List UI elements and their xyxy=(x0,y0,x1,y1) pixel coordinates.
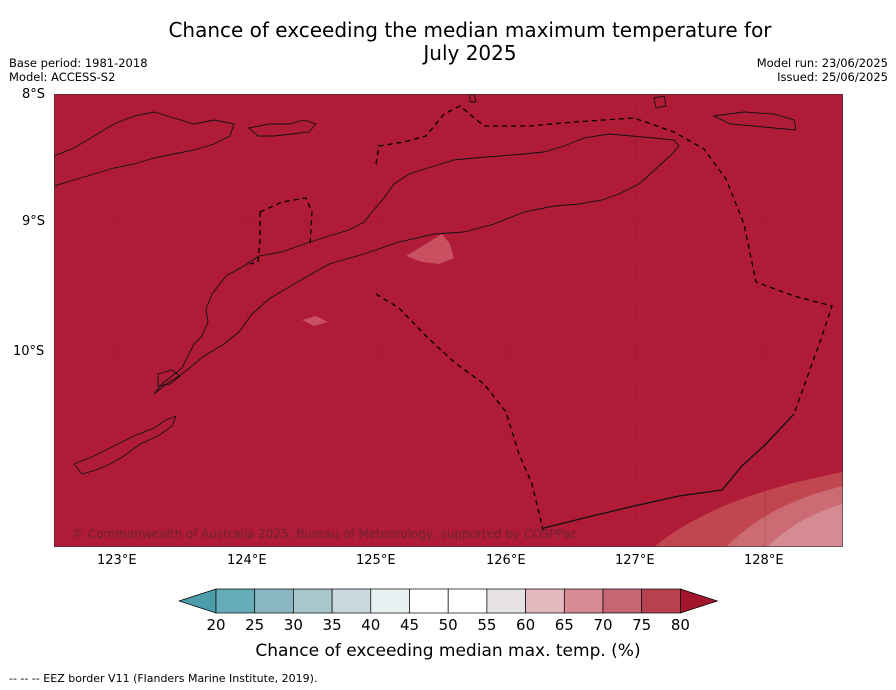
northern-island-west xyxy=(54,111,235,187)
light-patch-west xyxy=(302,316,328,326)
issued-text: Issued: 25/06/2025 xyxy=(777,70,888,84)
copyright-text: © Commonwealth of Australia 2025, Bureau… xyxy=(72,527,577,541)
eez-border-south-timor xyxy=(375,293,545,535)
eez-border-oecusse-west xyxy=(249,212,261,265)
colorbar-label: Chance of exceeding median max. temp. (%… xyxy=(255,641,641,661)
colorbar-extend-low xyxy=(178,588,217,614)
map-frame xyxy=(54,94,843,547)
northern-island-east xyxy=(712,111,797,131)
colorbar-ticks: 20 25 30 35 40 45 50 55 60 65 70 75 80 xyxy=(206,616,689,634)
colorbar-tick-55: 55 xyxy=(477,616,496,634)
colorbar-tick-20: 20 xyxy=(206,616,225,634)
model-text: Model: ACCESS-S2 xyxy=(9,70,116,84)
eez-border-east xyxy=(375,105,833,415)
light-patch-timor xyxy=(406,234,454,264)
base-period-text: Base period: 1981-2018 xyxy=(9,56,148,70)
colorbar-tick-25: 25 xyxy=(245,616,264,634)
lat-label-8s: 8°S xyxy=(22,87,46,102)
colorbar-tick-45: 45 xyxy=(400,616,419,634)
title-line-2: July 2025 xyxy=(423,41,517,65)
map-background-above-80 xyxy=(54,94,843,547)
eez-border-oecusse xyxy=(259,197,313,247)
northern-island-mid xyxy=(248,119,317,137)
rote-coastline xyxy=(73,415,177,475)
lon-label-124e: 124°E xyxy=(227,553,267,568)
eez-legend-text: -- -- -- EEZ border V11 (Flanders Marine… xyxy=(9,672,318,685)
colorbar-swatch-20-25 xyxy=(215,588,256,614)
lat-label-10s: 10°S xyxy=(13,344,45,359)
lon-label-123e: 123°E xyxy=(97,553,137,568)
eez-border xyxy=(249,105,833,535)
colorbar-swatches xyxy=(178,588,719,614)
lon-label-128e: 128°E xyxy=(744,553,784,568)
gridlines xyxy=(54,94,843,547)
chart-title: Chance of exceeding the median maximum t… xyxy=(100,19,840,65)
forecast-map: © Commonwealth of Australia 2025, Bureau… xyxy=(54,94,843,547)
lon-label-127e: 127°E xyxy=(615,553,655,568)
colorbar-extend-high xyxy=(680,588,719,614)
colorbar: 20 25 30 35 40 45 50 55 60 65 70 75 80 xyxy=(178,588,719,634)
northern-islet-mid xyxy=(469,94,477,103)
colorbar-swatch-50-55 xyxy=(447,588,488,614)
maritime-boundary-solid xyxy=(543,413,795,529)
colorbar-tick-70: 70 xyxy=(593,616,612,634)
meta-right: Model run: 23/06/2025 Issued: 25/06/2025 xyxy=(757,56,888,84)
colorbar-tick-65: 65 xyxy=(555,616,574,634)
colorbar-swatch-35-40 xyxy=(331,588,372,614)
islet-coastline xyxy=(157,369,181,387)
coastlines xyxy=(54,94,797,475)
colorbar-swatch-40-45 xyxy=(370,588,410,614)
colorbar-swatch-75-80 xyxy=(641,588,681,614)
northern-islet-east xyxy=(653,95,667,109)
colorbar-tick-30: 30 xyxy=(284,616,303,634)
probability-band-65-70 xyxy=(767,504,843,547)
colorbar-swatch-30-35 xyxy=(293,588,333,614)
lon-label-126e: 126°E xyxy=(486,553,526,568)
colorbar-swatch-25-30 xyxy=(254,588,294,614)
lat-label-9s: 9°S xyxy=(22,214,46,229)
lon-label-125e: 125°E xyxy=(356,553,396,568)
colorbar-swatch-65-70 xyxy=(563,588,604,614)
colorbar-swatch-55-60 xyxy=(486,588,526,614)
model-run-text: Model run: 23/06/2025 xyxy=(756,56,888,70)
colorbar-swatch-45-50 xyxy=(409,588,449,614)
colorbar-tick-60: 60 xyxy=(516,616,535,634)
colorbar-tick-75: 75 xyxy=(632,616,651,634)
title-line-1: Chance of exceeding the median maximum t… xyxy=(168,18,772,42)
colorbar-tick-40: 40 xyxy=(361,616,380,634)
colorbar-tick-50: 50 xyxy=(439,616,458,634)
colorbar-swatch-70-75 xyxy=(602,588,643,614)
colorbar-tick-80: 80 xyxy=(671,616,690,634)
colorbar-swatch-60-65 xyxy=(525,588,565,614)
timor-coastline xyxy=(153,133,680,395)
colorbar-tick-35: 35 xyxy=(323,616,342,634)
meta-left: Base period: 1981-2018 Model: ACCESS-S2 xyxy=(9,56,148,84)
